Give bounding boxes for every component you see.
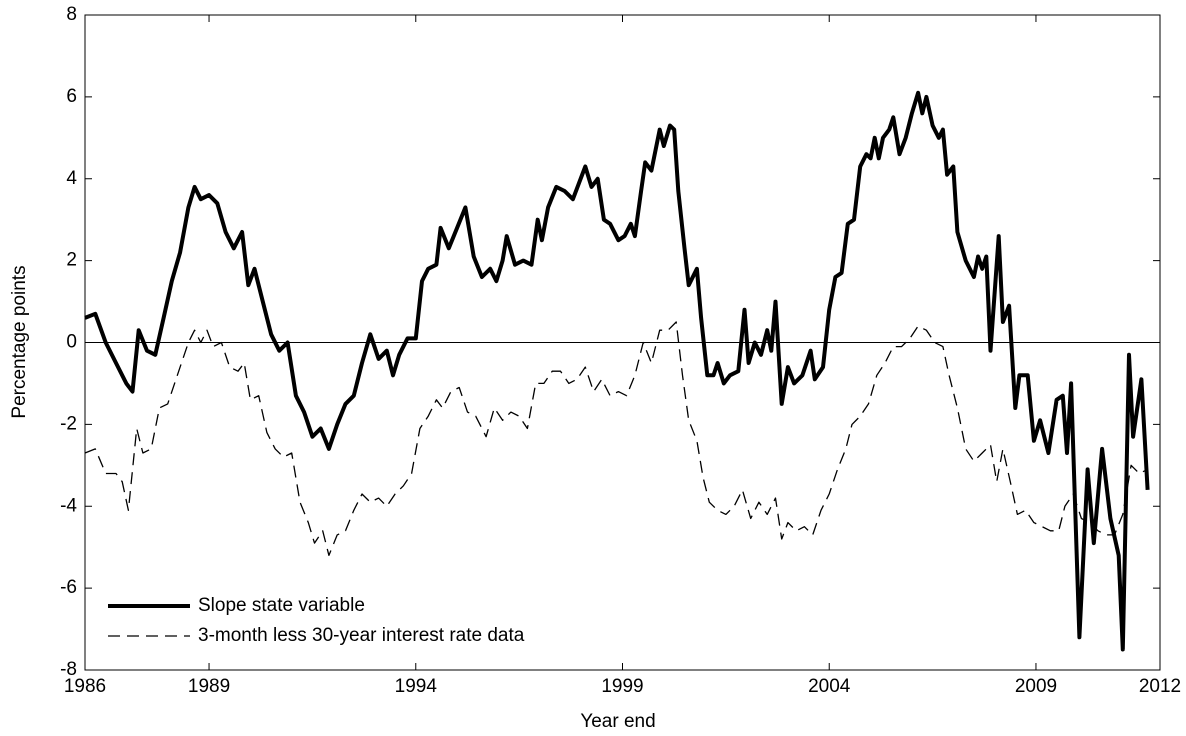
y-tick-label: 6 bbox=[66, 86, 77, 107]
x-tick-label: 1986 bbox=[64, 676, 106, 697]
y-tick-label: -8 bbox=[60, 659, 77, 680]
y-tick-label: -6 bbox=[60, 577, 77, 598]
x-tick-label: 2012 bbox=[1139, 676, 1181, 697]
x-tick-label: 1994 bbox=[395, 676, 438, 697]
y-tick-label: 8 bbox=[66, 4, 77, 25]
y-tick-label: 0 bbox=[66, 332, 77, 353]
y-tick-label: -4 bbox=[60, 495, 77, 516]
legend-label: 3-month less 30-year interest rate data bbox=[198, 625, 525, 646]
x-tick-label: 1999 bbox=[601, 676, 643, 697]
y-tick-label: 4 bbox=[66, 168, 77, 189]
x-tick-label: 2009 bbox=[1015, 676, 1057, 697]
series-line bbox=[84, 321, 1148, 557]
x-tick-label: 2004 bbox=[808, 676, 851, 697]
x-tick-label: 1989 bbox=[188, 676, 230, 697]
y-tick-label: 2 bbox=[66, 250, 77, 271]
y-axis-label: Percentage points bbox=[9, 265, 30, 418]
x-axis-label: Year end bbox=[580, 711, 655, 732]
y-tick-label: -2 bbox=[60, 413, 77, 434]
series-line bbox=[84, 90, 1150, 652]
legend-label: Slope state variable bbox=[198, 595, 365, 616]
